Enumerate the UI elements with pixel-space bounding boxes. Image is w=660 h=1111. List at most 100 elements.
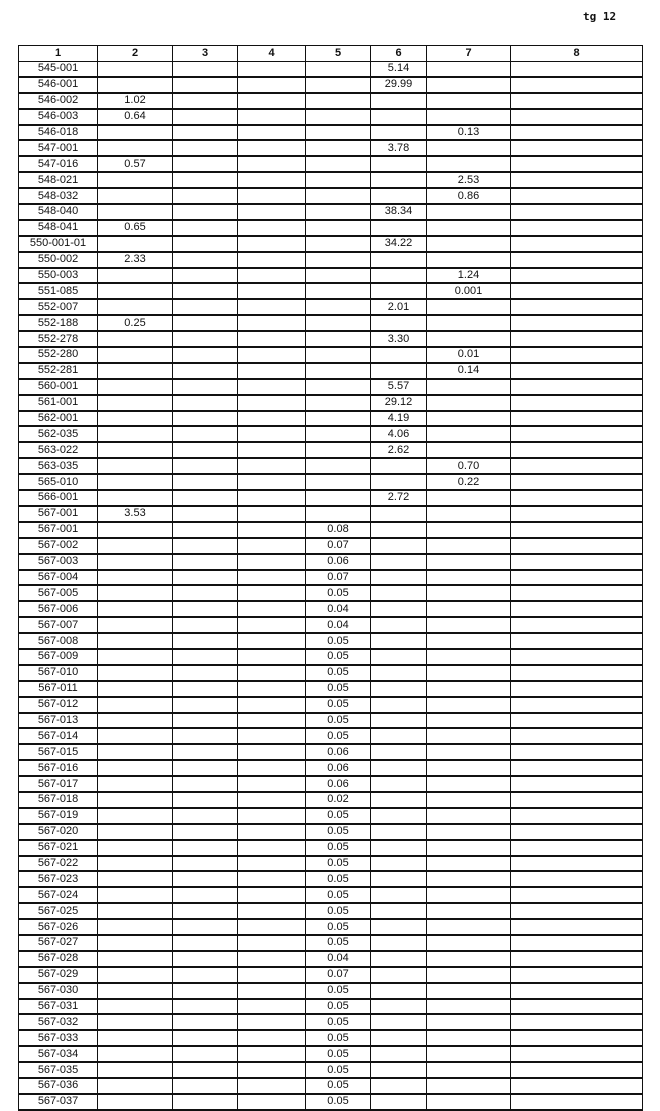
table-row: 567-026 0.05	[18, 918, 643, 936]
table-row: 567-007 0.04	[18, 616, 643, 635]
value-cell-col-5: 0.05	[305, 1013, 371, 1032]
value-cell-col-7	[426, 664, 511, 682]
value-cell-col-7	[426, 696, 511, 714]
value-cell-col-2	[97, 76, 173, 94]
row-id-cell: 567-033	[18, 1029, 98, 1048]
value-cell-col-6	[370, 282, 427, 301]
value-cell-col-3	[172, 489, 238, 507]
table-row: 552-188 0.25	[18, 314, 643, 333]
value-cell-col-8	[510, 1077, 643, 1095]
table-row: 567-027 0.05	[18, 934, 643, 952]
value-cell-col-5	[305, 219, 371, 237]
table-row: 567-013 0.05	[18, 712, 643, 730]
value-cell-col-4	[237, 425, 306, 444]
value-cell-col-7	[426, 934, 511, 952]
value-cell-col-8	[510, 155, 643, 174]
value-cell-col-4	[237, 934, 306, 952]
value-cell-col-2	[97, 410, 173, 428]
value-cell-col-2	[97, 807, 173, 825]
value-cell-col-4	[237, 521, 306, 539]
value-cell-col-2	[97, 584, 173, 603]
row-id-cell: 567-001	[18, 505, 98, 523]
value-cell-col-3	[172, 870, 238, 889]
table-row: 567-017 0.06	[18, 775, 643, 793]
value-cell-col-2	[97, 425, 173, 444]
value-cell-col-7	[426, 441, 511, 460]
value-cell-col-7	[426, 743, 511, 762]
value-cell-col-4	[237, 203, 306, 221]
value-cell-col-6	[370, 823, 427, 841]
value-cell-col-7: 0.22	[426, 473, 511, 492]
value-cell-col-6	[370, 457, 427, 476]
value-cell-col-8	[510, 139, 643, 158]
value-cell-col-4	[237, 680, 306, 698]
row-id-cell: 567-012	[18, 696, 98, 714]
value-cell-col-3	[172, 886, 238, 905]
row-id-cell: 567-010	[18, 664, 98, 682]
table-row: 567-025 0.05	[18, 902, 643, 921]
row-id-cell: 546-003	[18, 108, 98, 126]
value-cell-col-3	[172, 124, 238, 142]
value-cell-col-6	[370, 934, 427, 952]
row-id-cell: 567-022	[18, 855, 98, 873]
value-cell-col-2	[97, 139, 173, 158]
value-cell-col-3	[172, 505, 238, 523]
table-row: 567-028 0.04	[18, 950, 643, 968]
value-cell-col-8	[510, 1093, 643, 1111]
table-row: 567-037 0.05	[18, 1093, 643, 1111]
value-cell-col-3	[172, 823, 238, 841]
value-cell-col-6	[370, 1093, 427, 1111]
value-cell-col-4	[237, 537, 306, 555]
table-row: 561-001 29.12	[18, 394, 643, 412]
value-cell-col-3	[172, 203, 238, 221]
value-cell-col-8	[510, 1061, 643, 1079]
value-cell-col-3	[172, 314, 238, 333]
value-cell-col-4	[237, 712, 306, 730]
value-cell-col-4	[237, 616, 306, 635]
value-cell-col-2	[97, 267, 173, 285]
value-cell-col-4	[237, 155, 306, 174]
value-cell-col-4	[237, 982, 306, 1000]
value-cell-col-2: 0.64	[97, 108, 173, 126]
value-cell-col-8	[510, 727, 643, 746]
value-cell-col-4	[237, 1061, 306, 1079]
value-cell-col-5	[305, 282, 371, 301]
value-cell-col-8	[510, 346, 643, 364]
value-cell-col-8	[510, 282, 643, 301]
value-cell-col-8	[510, 171, 643, 190]
value-cell-col-2	[97, 171, 173, 190]
value-cell-col-8	[510, 425, 643, 444]
value-cell-col-6	[370, 362, 427, 380]
value-cell-col-3	[172, 60, 238, 78]
value-cell-col-7	[426, 855, 511, 873]
row-id-cell: 567-017	[18, 775, 98, 793]
value-cell-col-7	[426, 330, 511, 349]
value-cell-col-7	[426, 616, 511, 635]
value-cell-col-2: 0.25	[97, 314, 173, 333]
value-cell-col-4	[237, 1093, 306, 1111]
value-cell-col-3	[172, 775, 238, 793]
value-cell-col-4	[237, 696, 306, 714]
table-row: 547-001 3.78	[18, 139, 643, 158]
value-cell-col-3	[172, 362, 238, 380]
value-cell-col-5: 0.05	[305, 1093, 371, 1111]
value-cell-col-8	[510, 457, 643, 476]
row-id-cell: 552-278	[18, 330, 98, 349]
value-cell-col-2	[97, 632, 173, 650]
value-cell-col-6	[370, 171, 427, 190]
value-cell-col-4	[237, 394, 306, 412]
value-cell-col-3	[172, 759, 238, 778]
column-header-2: 2	[97, 45, 173, 62]
value-cell-col-3	[172, 918, 238, 936]
value-cell-col-5	[305, 362, 371, 380]
value-cell-col-6	[370, 521, 427, 539]
value-cell-col-7	[426, 807, 511, 825]
value-cell-col-5: 0.05	[305, 886, 371, 905]
value-cell-col-3	[172, 680, 238, 698]
value-cell-col-7: 0.01	[426, 346, 511, 364]
value-cell-col-8	[510, 855, 643, 873]
value-cell-col-4	[237, 441, 306, 460]
column-header-5: 5	[305, 45, 371, 62]
value-cell-col-2: 3.53	[97, 505, 173, 523]
value-cell-col-3	[172, 902, 238, 921]
